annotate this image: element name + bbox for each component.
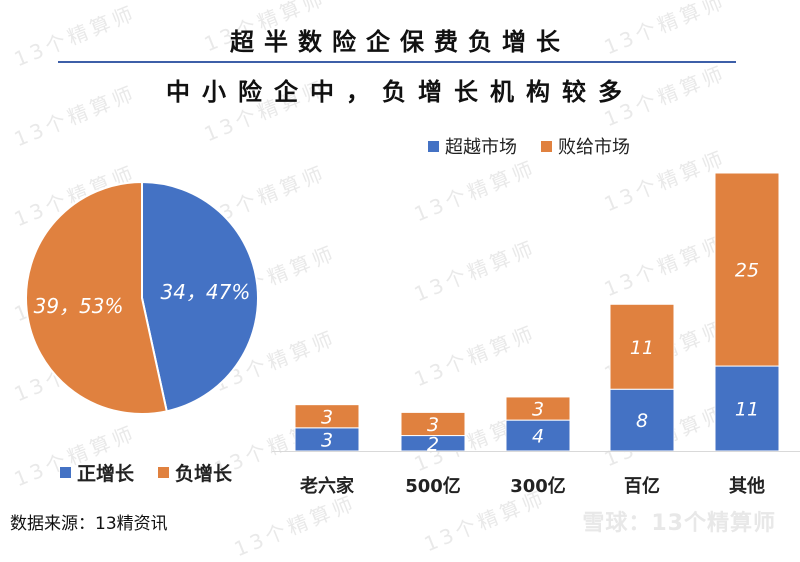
legend-swatch-orange: [541, 140, 552, 152]
legend-label: 败给市场: [558, 137, 630, 158]
title-divider: [58, 61, 736, 63]
bar-value-label: 25: [735, 260, 759, 282]
bar-legend-item-lost-market: 败给市场: [541, 133, 630, 159]
category-tick-label: 500亿: [405, 475, 461, 497]
pie-slice-label: 39，53%: [34, 294, 124, 318]
bar-value-label: 8: [636, 410, 648, 432]
category-tick-label: 百亿: [624, 475, 660, 497]
bar-value-label: 3: [532, 399, 544, 421]
bar-value-label: 11: [630, 337, 654, 359]
bar-value-label: 4: [532, 426, 544, 448]
chart-subtitle: 中小险企中，负增长机构较多: [166, 78, 634, 106]
category-tick-label: 其他: [729, 475, 765, 497]
bar-segment: [400, 411, 466, 437]
bar-value-label: 2: [427, 433, 439, 455]
bar-segment: [714, 365, 780, 452]
pie-legend: 正增长 负增长: [60, 459, 256, 486]
bar-segment: [294, 404, 360, 429]
bar-value-label: 3: [321, 429, 333, 451]
bar-value-label: 11: [735, 399, 759, 421]
bar-value-label: 3: [427, 414, 439, 436]
pie-slice: [25, 180, 168, 415]
brand-watermark: 雪球：13个精算师: [582, 511, 776, 536]
pie-slice-label: 34，47%: [160, 280, 250, 304]
pie-slice: [141, 180, 259, 413]
category-tick-label: 老六家: [300, 475, 355, 497]
pie-legend-item-positive: 正增长: [60, 459, 134, 486]
legend-swatch-orange: [158, 467, 170, 478]
pie-legend-item-negative: 负增长: [158, 459, 232, 486]
bar-legend: 超越市场 败给市场: [428, 133, 654, 159]
category-tick-label: 300亿: [510, 475, 566, 497]
bar-segment: [505, 419, 571, 452]
legend-label: 正增长: [77, 463, 135, 485]
legend-swatch-blue: [60, 467, 71, 478]
data-source: 数据来源：13精资讯: [10, 514, 168, 534]
bar-segment: [505, 396, 571, 421]
legend-swatch-blue: [428, 140, 439, 152]
chart-title: 超半数险企保费负增长: [230, 28, 570, 56]
legend-label: 负增长: [175, 463, 233, 485]
bar-value-label: 3: [321, 406, 333, 428]
bar-legend-item-beat-market: 超越市场: [428, 133, 517, 159]
legend-label: 超越市场: [445, 137, 517, 158]
bar-segment: [609, 303, 675, 390]
bar-segment: [714, 172, 780, 367]
